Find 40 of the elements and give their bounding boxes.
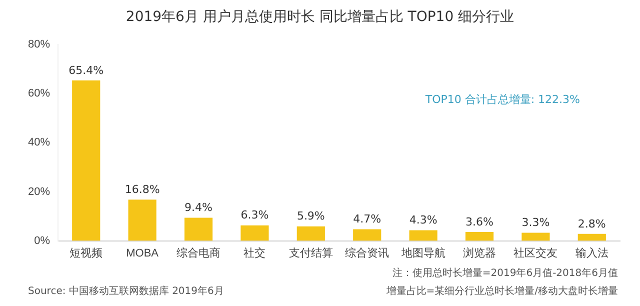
data-label: 16.8%	[124, 182, 160, 196]
x-tick-label: 社区交友	[514, 246, 558, 260]
y-tick-label: 40%	[28, 136, 50, 149]
data-label: 6.3%	[240, 208, 269, 222]
y-tick-label: 60%	[28, 88, 50, 100]
x-tick-label: 综合电商	[176, 246, 221, 260]
bar	[240, 225, 269, 241]
annotation: TOP10 合计占总增量: 122.3%	[425, 92, 580, 107]
x-tick-label: 综合资讯	[345, 246, 390, 260]
x-tick-label: 短视频	[70, 246, 103, 260]
bar	[128, 200, 156, 241]
bar	[578, 234, 606, 241]
x-tick-label: 地图导航	[400, 246, 446, 260]
bar	[296, 226, 325, 241]
x-tick-label: 社交	[244, 246, 266, 260]
y-tick-label: 20%	[28, 186, 50, 198]
x-tick-label: 输入法	[575, 246, 608, 260]
data-label: 65.4%	[68, 64, 104, 77]
chart-title: 2019年6月 用户月总使用时长 同比增量占比 TOP10 细分行业	[124, 8, 516, 26]
data-label: 3.3%	[522, 216, 550, 230]
y-tick-label: 0%	[34, 234, 50, 247]
x-tick-label: 浏览器	[463, 246, 496, 260]
bar	[184, 218, 213, 241]
data-label: 5.9%	[296, 210, 325, 223]
bar	[522, 232, 550, 241]
text: 注：使用总时长增量=2019年6月值-2018年6月值	[392, 266, 618, 280]
x-tick-label: 支付结算	[288, 246, 333, 260]
bar	[465, 232, 494, 241]
bar	[353, 229, 382, 241]
source-note: Source: 中国移动互联网数据库 2019年6月	[28, 284, 224, 298]
data-label: 9.4%	[184, 201, 212, 214]
data-label: 3.6%	[466, 215, 494, 228]
bar	[409, 230, 438, 241]
data-label: 4.3%	[409, 214, 438, 227]
y-tick-label: 80%	[28, 38, 50, 51]
text: 增量占比=某细分行业总时长增量/移动大盘时长增量	[386, 284, 618, 298]
x-tick-label: MOBA	[126, 247, 160, 260]
data-label: 2.8%	[578, 217, 606, 230]
data-label: 4.7%	[353, 212, 382, 226]
bar	[72, 80, 100, 241]
